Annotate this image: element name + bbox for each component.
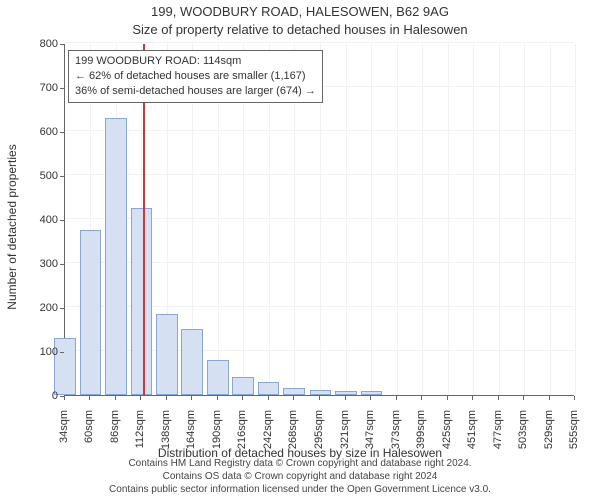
- y-tick-label: 100: [8, 346, 58, 358]
- x-tick-mark: [64, 396, 65, 400]
- gridline-v: [499, 44, 500, 395]
- x-tick-mark: [115, 396, 116, 400]
- x-tick-mark: [140, 396, 141, 400]
- gridline-v: [397, 44, 398, 395]
- x-tick-mark: [319, 396, 320, 400]
- x-tick-mark: [498, 396, 499, 400]
- callout-box: 199 WOODBURY ROAD: 114sqm ← 62% of detac…: [68, 50, 323, 103]
- y-tick-mark: [60, 44, 64, 45]
- y-tick-label: 0: [8, 390, 58, 402]
- y-tick-mark: [60, 176, 64, 177]
- gridline-v: [448, 44, 449, 395]
- x-tick-mark: [293, 396, 294, 400]
- histogram-bar: [207, 360, 229, 395]
- gridline-h: [65, 42, 574, 43]
- histogram-bar: [361, 391, 383, 395]
- histogram-bar: [232, 377, 254, 395]
- histogram-bar: [335, 391, 357, 395]
- gridline-v: [346, 44, 347, 395]
- y-tick-label: 700: [8, 82, 58, 94]
- y-tick-mark: [60, 264, 64, 265]
- y-tick-label: 800: [8, 38, 58, 50]
- x-tick-mark: [472, 396, 473, 400]
- histogram-bar: [181, 329, 203, 395]
- histogram-bar: [283, 388, 305, 395]
- x-tick-mark: [191, 396, 192, 400]
- histogram-bar: [105, 118, 127, 395]
- x-tick-mark: [370, 396, 371, 400]
- x-tick-mark: [396, 396, 397, 400]
- y-tick-label: 200: [8, 302, 58, 314]
- gridline-v: [575, 44, 576, 395]
- x-tick-mark: [345, 396, 346, 400]
- x-tick-mark: [421, 396, 422, 400]
- histogram-bar: [156, 314, 178, 395]
- x-tick-mark: [166, 396, 167, 400]
- x-tick-mark: [217, 396, 218, 400]
- x-tick-mark: [242, 396, 243, 400]
- chart-title-address: 199, WOODBURY ROAD, HALESOWEN, B62 9AG: [0, 4, 600, 19]
- histogram-bar: [258, 382, 280, 395]
- x-tick-mark: [523, 396, 524, 400]
- gridline-v: [473, 44, 474, 395]
- y-tick-label: 500: [8, 170, 58, 182]
- y-tick-mark: [60, 352, 64, 353]
- footer-line-3: Contains public sector information licen…: [0, 483, 600, 496]
- histogram-bar: [80, 230, 102, 395]
- callout-line-3: 36% of semi-detached houses are larger (…: [75, 84, 316, 99]
- x-tick-mark: [549, 396, 550, 400]
- footer-line-2: Contains OS data © Crown copyright and d…: [0, 470, 600, 483]
- footer-line-1: Contains HM Land Registry data © Crown c…: [0, 457, 600, 470]
- y-tick-label: 600: [8, 126, 58, 138]
- y-tick-label: 300: [8, 258, 58, 270]
- x-tick-mark: [268, 396, 269, 400]
- gridline-v: [550, 44, 551, 395]
- y-tick-label: 400: [8, 214, 58, 226]
- y-tick-mark: [60, 88, 64, 89]
- histogram-bar: [131, 208, 153, 395]
- y-tick-mark: [60, 308, 64, 309]
- histogram-bar: [310, 390, 332, 395]
- footer-attribution: Contains HM Land Registry data © Crown c…: [0, 457, 600, 496]
- callout-line-2: ← 62% of detached houses are smaller (1,…: [75, 69, 316, 84]
- y-tick-mark: [60, 132, 64, 133]
- x-tick-mark: [447, 396, 448, 400]
- gridline-v: [524, 44, 525, 395]
- x-tick-mark: [574, 396, 575, 400]
- gridline-v: [422, 44, 423, 395]
- y-tick-mark: [60, 220, 64, 221]
- callout-line-1: 199 WOODBURY ROAD: 114sqm: [75, 54, 316, 69]
- gridline-v: [371, 44, 372, 395]
- x-tick-mark: [89, 396, 90, 400]
- chart-subtitle: Size of property relative to detached ho…: [0, 22, 600, 37]
